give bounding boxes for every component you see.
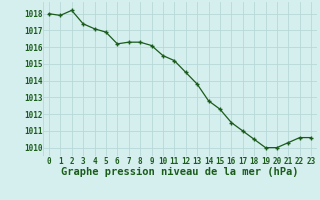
X-axis label: Graphe pression niveau de la mer (hPa): Graphe pression niveau de la mer (hPa) [61, 167, 299, 177]
